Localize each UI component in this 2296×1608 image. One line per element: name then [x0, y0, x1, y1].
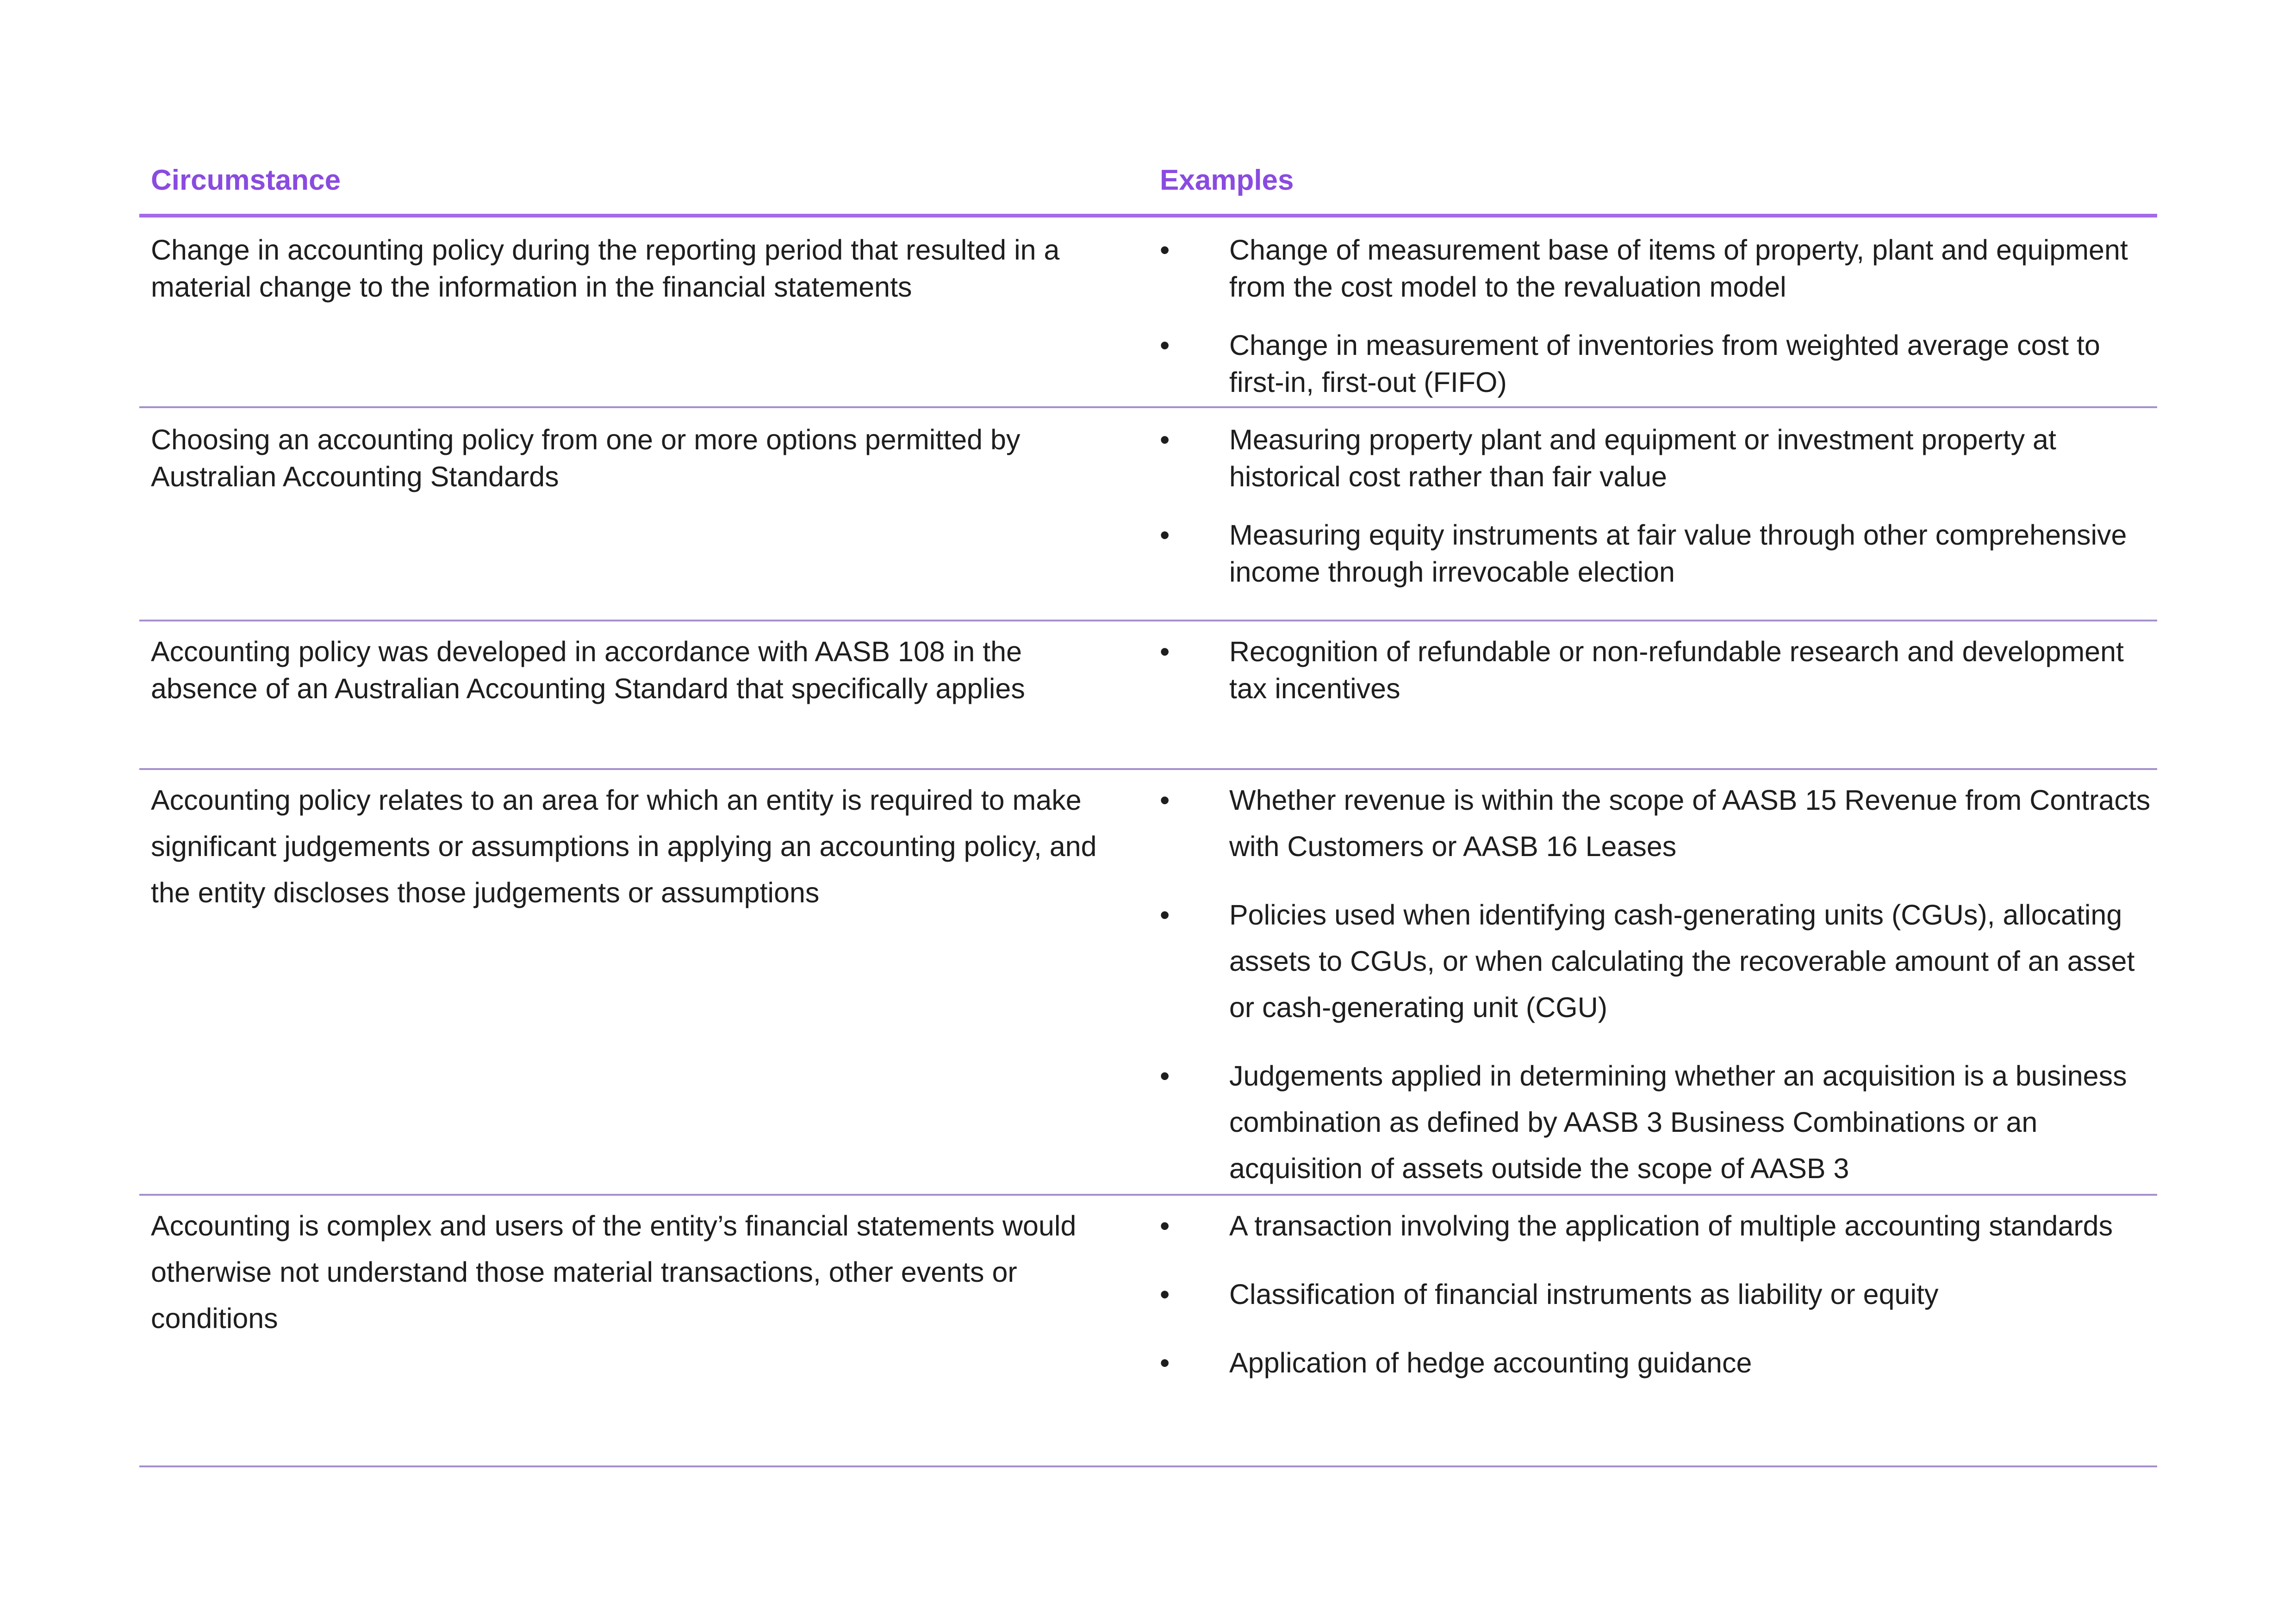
circumstance-cell: Accounting policy relates to an area for…	[151, 784, 1097, 908]
list-item: • Classification of financial instrument…	[1160, 1271, 2155, 1317]
list-item: • Whether revenue is within the scope of…	[1160, 777, 2155, 869]
circumstance-cell: Accounting is complex and users of the e…	[151, 1210, 1076, 1334]
bullet-icon: •	[1160, 899, 1170, 931]
example-text: Judgements applied in determining whethe…	[1229, 1060, 2127, 1184]
example-text: Classification of financial instruments …	[1229, 1279, 1939, 1310]
example-text: A transaction involving the application …	[1229, 1210, 2113, 1242]
bullet-icon: •	[1160, 1347, 1170, 1378]
table-row: Accounting policy was developed in accor…	[139, 621, 2157, 770]
examples-cell: • Measuring property plant and equipment…	[1160, 421, 2155, 590]
bullet-icon: •	[1160, 1060, 1170, 1092]
table-header: Circumstance Examples	[139, 157, 2157, 217]
bullet-icon: •	[1160, 329, 1170, 361]
example-text: Change in measurement of inventories fro…	[1229, 329, 2100, 398]
example-text: Measuring property plant and equipment o…	[1229, 424, 2056, 492]
table-row: Accounting is complex and users of the e…	[139, 1196, 2157, 1467]
example-text: Policies used when identifying cash-gene…	[1229, 899, 2135, 1023]
list-item: • Measuring property plant and equipment…	[1160, 421, 2155, 495]
list-item: • Policies used when identifying cash-ge…	[1160, 892, 2155, 1031]
examples-cell: • Change of measurement base of items of…	[1160, 231, 2155, 401]
header-examples: Examples	[1160, 164, 1294, 196]
example-text: Application of hedge accounting guidance	[1229, 1347, 1752, 1378]
list-item: • Change in measurement of inventories f…	[1160, 327, 2155, 401]
header-circumstance: Circumstance	[151, 164, 341, 196]
example-text: Change of measurement base of items of p…	[1229, 234, 2128, 303]
bullet-icon: •	[1160, 424, 1170, 455]
accounting-policy-table: Circumstance Examples Change in accounti…	[139, 157, 2157, 1467]
example-text: Recognition of refundable or non-refunda…	[1229, 636, 2124, 704]
bullet-icon: •	[1160, 1279, 1170, 1310]
circumstance-cell: Change in accounting policy during the r…	[151, 234, 1060, 303]
example-text: Measuring equity instruments at fair val…	[1229, 519, 2127, 588]
list-item: • A transaction involving the applicatio…	[1160, 1203, 2155, 1249]
circumstance-cell: Accounting policy was developed in accor…	[151, 636, 1025, 704]
table-row: Choosing an accounting policy from one o…	[139, 408, 2157, 621]
examples-cell: • Whether revenue is within the scope of…	[1160, 777, 2155, 1192]
bullet-icon: •	[1160, 636, 1170, 667]
circumstance-cell: Choosing an accounting policy from one o…	[151, 424, 1020, 492]
list-item: • Recognition of refundable or non-refun…	[1160, 633, 2155, 707]
table-row: Change in accounting policy during the r…	[139, 217, 2157, 408]
examples-cell: • A transaction involving the applicatio…	[1160, 1203, 2155, 1386]
list-item: • Judgements applied in determining whet…	[1160, 1053, 2155, 1192]
list-item: • Application of hedge accounting guidan…	[1160, 1340, 2155, 1386]
list-item: • Measuring equity instruments at fair v…	[1160, 516, 2155, 590]
bullet-icon: •	[1160, 784, 1170, 816]
table-row: Accounting policy relates to an area for…	[139, 770, 2157, 1196]
list-item: • Change of measurement base of items of…	[1160, 231, 2155, 305]
examples-cell: • Recognition of refundable or non-refun…	[1160, 633, 2155, 707]
bullet-icon: •	[1160, 1210, 1170, 1242]
bullet-icon: •	[1160, 519, 1170, 551]
example-text: Whether revenue is within the scope of A…	[1229, 784, 2151, 862]
bullet-icon: •	[1160, 234, 1170, 266]
